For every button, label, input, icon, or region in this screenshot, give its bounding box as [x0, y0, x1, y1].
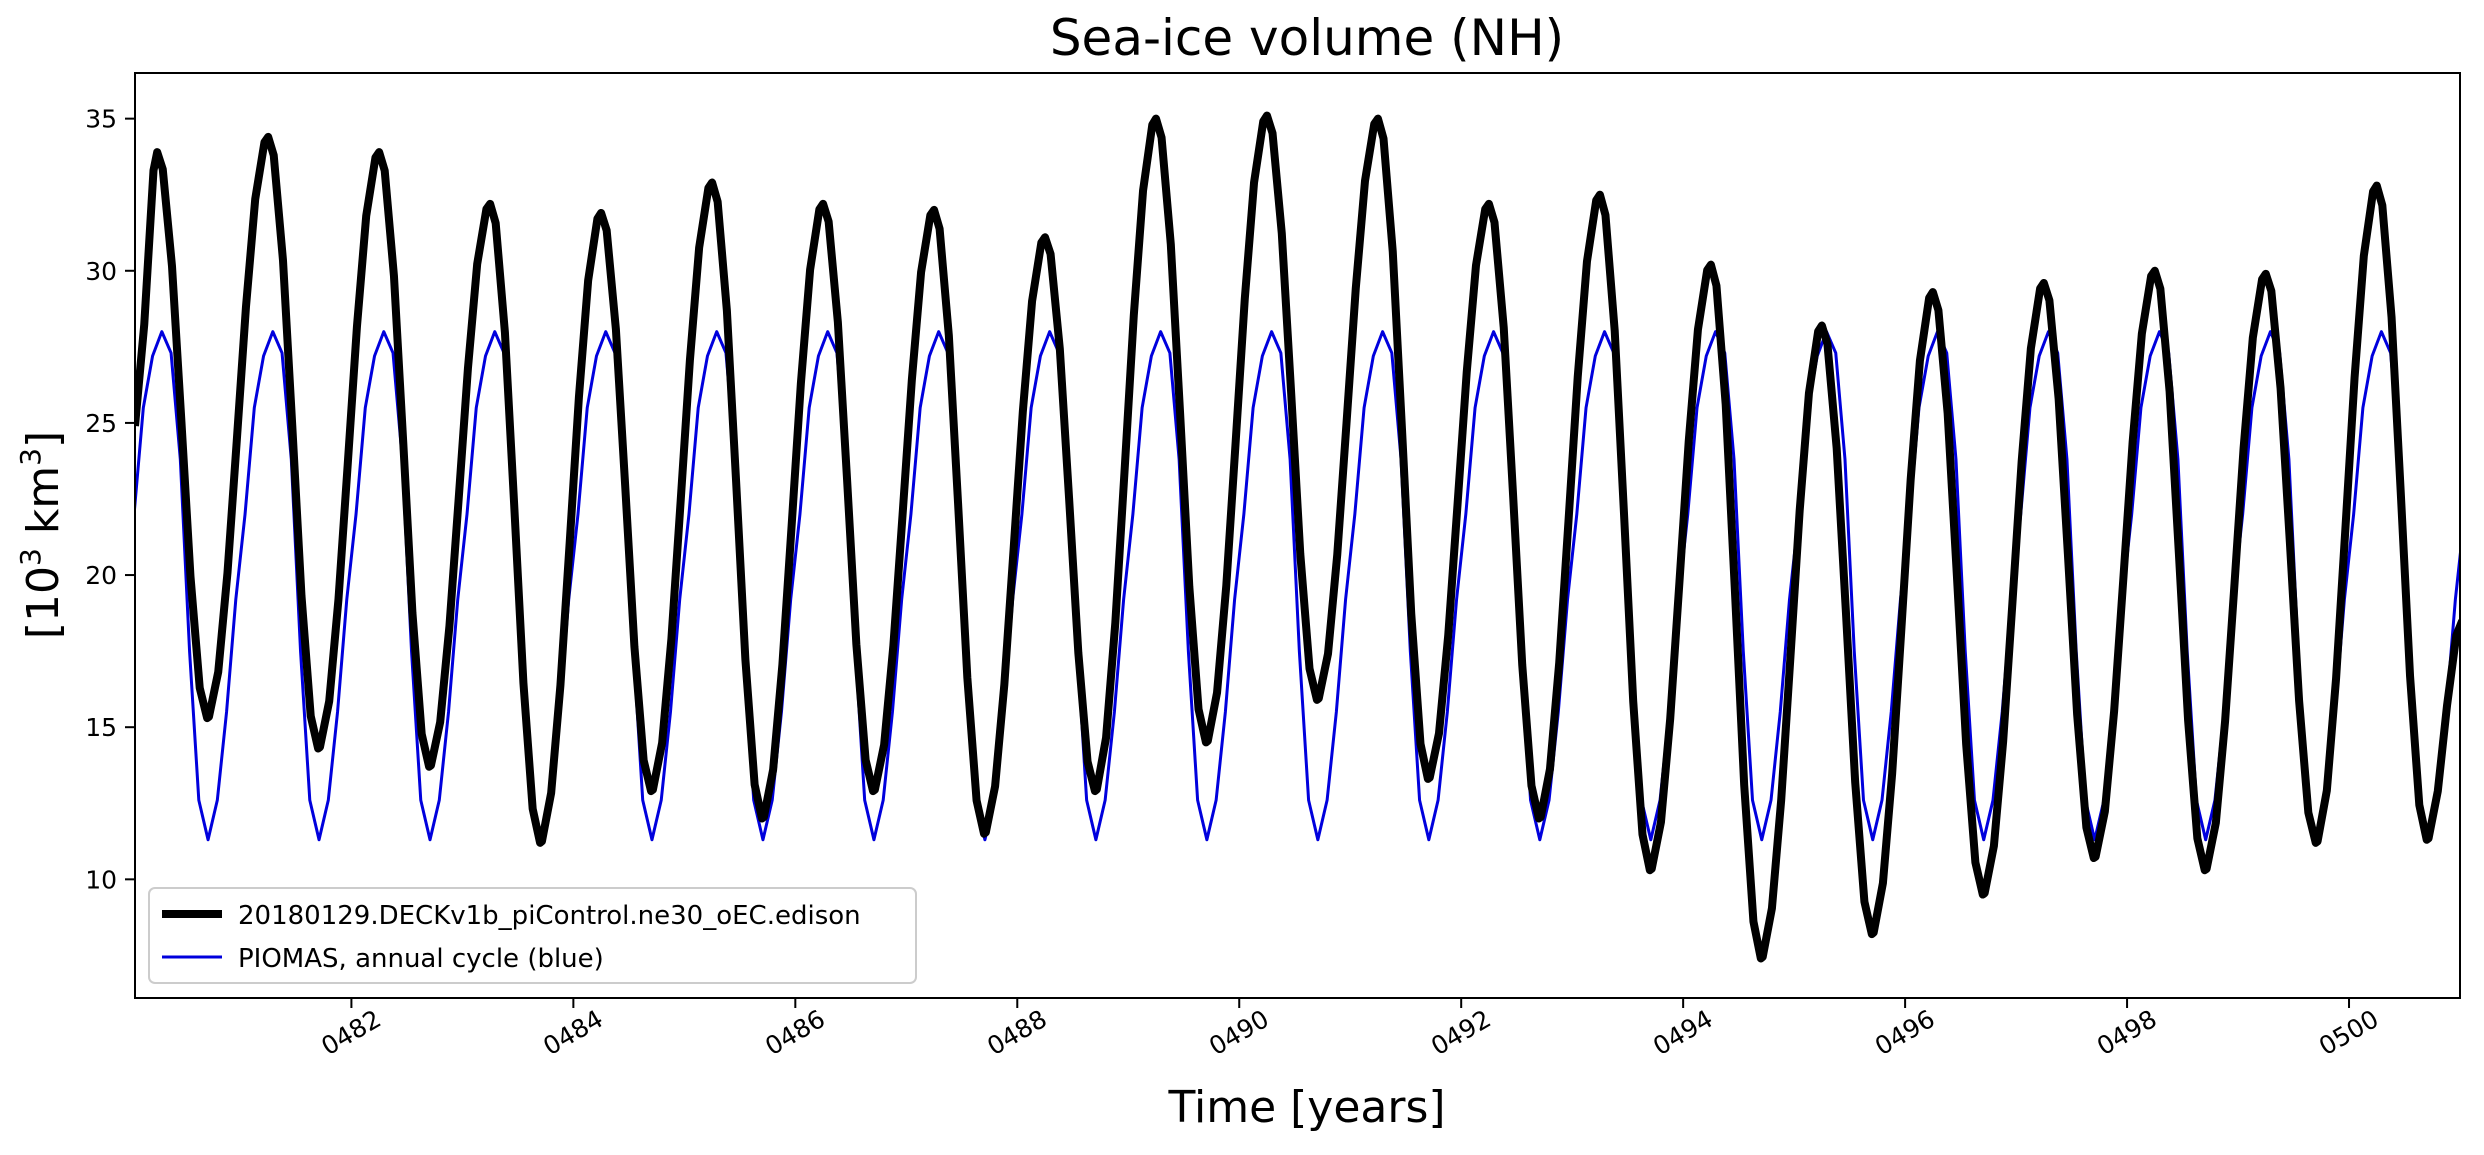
y-tick-label: 30 [85, 257, 117, 286]
chart-title: Sea-ice volume (NH) [1050, 9, 1564, 67]
x-tick-label: 0490 [1204, 1004, 1274, 1061]
y-axis-label-unit: km [18, 466, 69, 548]
series-line-model [135, 111, 2460, 963]
legend-label-model: 20180129.DECKv1b_piControl.ne30_oEC.edis… [238, 901, 861, 931]
x-axis: 0482 0484 0486 0488 0490 0492 0494 0496 0498 0500 [316, 998, 2384, 1061]
series-layer [135, 111, 2460, 963]
legend-box [148, 887, 917, 984]
x-axis-label: Time [years] [1167, 1082, 1445, 1133]
y-axis-label-end: ] [18, 431, 69, 448]
x-tick-label: 0492 [1426, 1004, 1496, 1061]
y-axis-label: [103 km3] [14, 431, 69, 639]
x-tick-label: 0486 [760, 1004, 830, 1061]
x-tick-label: 0484 [538, 1004, 608, 1061]
x-tick-label: 0482 [316, 1004, 386, 1061]
y-axis-label-base: [10 [18, 566, 69, 639]
legend-label-piomas: PIOMAS, annual cycle (blue) [238, 944, 604, 974]
y-axis-label-exponent-1: 3 [14, 548, 47, 566]
x-tick-label: 0494 [1648, 1004, 1718, 1061]
y-tick-label: 35 [85, 105, 117, 134]
y-axis-label-exponent-2: 3 [14, 448, 47, 466]
y-axis: 10 15 20 25 30 35 [85, 105, 135, 894]
x-tick-label: 0496 [1870, 1004, 1940, 1061]
y-tick-label: 25 [85, 409, 117, 438]
plot-frame [134, 72, 2461, 999]
x-tick-label: 0488 [982, 1004, 1052, 1061]
x-tick-label: 0500 [2314, 1004, 2384, 1061]
y-tick-label: 10 [85, 865, 117, 894]
legend: 20180129.DECKv1b_piControl.ne30_oEC.edis… [148, 887, 917, 984]
y-tick-label: 15 [85, 713, 117, 742]
y-tick-label: 20 [85, 561, 117, 590]
x-tick-label: 0498 [2092, 1004, 2162, 1061]
